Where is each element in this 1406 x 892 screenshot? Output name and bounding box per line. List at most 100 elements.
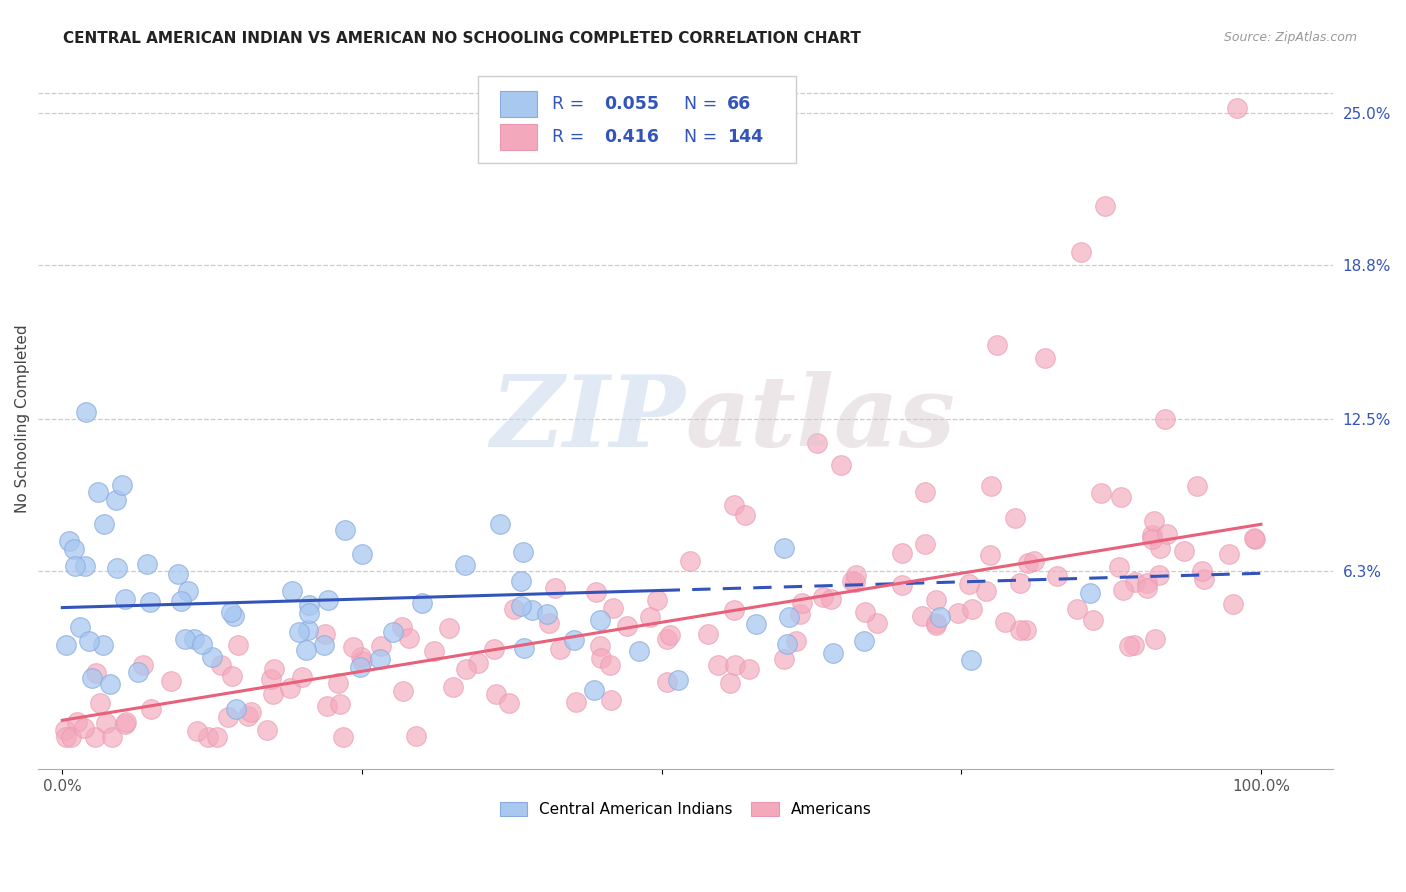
Text: 144: 144 [727,128,763,146]
Text: CENTRAL AMERICAN INDIAN VS AMERICAN NO SCHOOLING COMPLETED CORRELATION CHART: CENTRAL AMERICAN INDIAN VS AMERICAN NO S… [63,31,860,46]
Point [986,338,1008,352]
Point [538,615,561,630]
Point [979,548,1001,562]
Point [1191,564,1213,578]
Point [75,404,97,418]
Point [914,536,936,550]
Point [844,574,866,589]
Point [207,731,229,745]
Point [1046,569,1069,583]
Point [101,731,124,745]
Point [679,554,702,568]
Point [186,724,208,739]
Point [111,478,134,492]
Point [391,620,413,634]
Point [845,568,868,582]
Point [63,558,86,573]
Point [776,637,799,651]
Text: 0.416: 0.416 [605,128,659,146]
Point [550,641,572,656]
Point [488,517,510,532]
Point [666,673,689,688]
Point [994,615,1017,629]
Point [114,592,136,607]
Point [599,692,621,706]
Point [115,715,138,730]
Point [1154,412,1177,426]
Point [332,731,354,745]
Point [105,492,128,507]
Point [467,656,489,670]
Point [326,676,349,690]
Point [315,698,337,713]
Point [328,698,350,712]
Point [946,606,969,620]
Point [84,666,107,681]
Point [411,597,433,611]
Point [177,584,200,599]
Point [745,617,768,632]
Point [260,673,283,687]
Point [585,585,607,599]
Point [589,639,612,653]
Point [914,485,936,500]
Point [73,721,96,735]
Point [806,436,828,450]
Point [139,595,162,609]
Point [583,683,606,698]
Point [139,702,162,716]
Point [1140,528,1163,542]
Point [1112,582,1135,597]
Point [226,638,249,652]
Point [1173,543,1195,558]
Point [562,632,585,647]
Point [724,657,747,672]
Point [55,638,77,652]
Point [929,610,952,624]
Point [544,581,567,595]
Point [191,637,214,651]
Point [75,558,97,573]
Point [1118,639,1140,653]
Point [127,665,149,679]
Point [222,608,245,623]
Point [1156,527,1178,541]
Point [911,609,934,624]
Point [1078,586,1101,600]
Point [1243,533,1265,547]
Point [454,558,477,572]
Point [209,658,232,673]
Point [100,676,122,690]
Text: R =: R = [553,95,591,113]
Point [160,674,183,689]
Point [240,705,263,719]
Point [368,651,391,665]
Point [853,605,876,619]
Point [135,557,157,571]
Point [217,710,239,724]
Point [316,592,339,607]
Point [262,687,284,701]
Point [55,731,77,745]
Point [980,479,1002,493]
Point [201,649,224,664]
Point [405,729,427,743]
Point [1004,511,1026,525]
Point [484,642,506,657]
Text: 0.055: 0.055 [605,95,659,113]
Point [510,574,533,588]
Point [53,723,76,737]
Point [79,634,101,648]
Point [87,485,110,500]
Point [82,671,104,685]
Point [221,669,243,683]
Point [1140,532,1163,546]
Point [454,662,477,676]
Point [350,650,373,665]
Point [485,687,508,701]
Point [1243,531,1265,545]
Point [1147,568,1170,582]
Point [773,541,796,555]
Text: Source: ZipAtlas.com: Source: ZipAtlas.com [1223,31,1357,45]
Point [1144,632,1167,646]
